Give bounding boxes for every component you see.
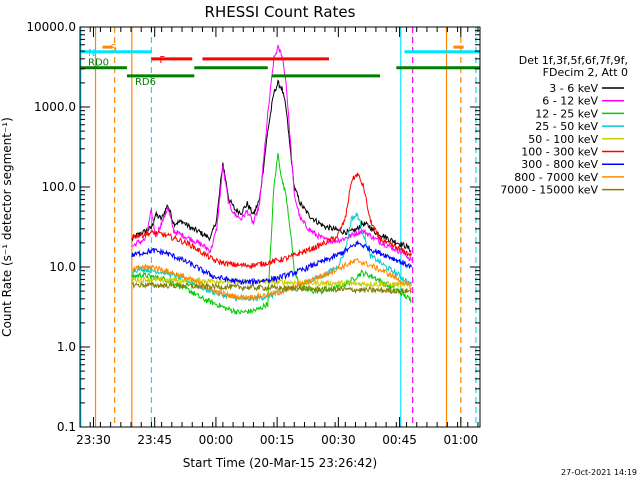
flag-bars: S N F RD0 RD6	[80, 43, 480, 88]
legend-entry-5: 100 - 300 keV	[521, 146, 598, 159]
legend-entry-1: 6 - 12 keV	[542, 95, 598, 108]
series-line-4	[131, 275, 412, 288]
y-tick-label-0: 0.1	[57, 420, 76, 434]
legend-header-1: FDecim 2, Att 0	[543, 66, 628, 79]
x-tick-label-3: 00:15	[260, 433, 295, 447]
flag-label-2: N	[88, 48, 95, 59]
legend-entry-4: 50 - 100 keV	[528, 133, 598, 146]
series-line-0	[131, 79, 412, 253]
y-tick-label-2: 10.0	[49, 260, 76, 274]
series-line-1	[131, 44, 412, 262]
legend-entry-2: 12 - 25 keV	[535, 107, 598, 120]
series-line-5	[131, 172, 412, 270]
legend-entry-6: 300 - 800 keV	[521, 158, 598, 171]
legend: Det 1f,3f,5f,6f,7f,9f,FDecim 2, Att 0 3 -…	[500, 54, 628, 197]
flag-label-5: RD6	[135, 77, 156, 88]
x-tick-label-5: 00:45	[382, 433, 417, 447]
legend-header-0: Det 1f,3f,5f,6f,7f,9f,	[519, 54, 628, 67]
flag-label-3: F	[159, 55, 165, 66]
x-tick-label-1: 23:45	[137, 433, 172, 447]
legend-entry-3: 25 - 50 keV	[535, 120, 598, 133]
data-series	[131, 44, 412, 315]
y-tick-label-1: 1.0	[57, 340, 76, 354]
y-tick-label-4: 1000.0	[34, 100, 76, 114]
series-line-8	[131, 280, 412, 295]
series-line-2	[131, 153, 412, 315]
timestamp: 27-Oct-2021 14:19	[561, 468, 637, 477]
y-tick-label-5: 10000.0	[26, 20, 76, 34]
x-tick-label-2: 00:00	[199, 433, 234, 447]
series-line-6	[131, 240, 412, 287]
y-tick-label-3: 100.0	[42, 180, 76, 194]
vertical-markers	[80, 27, 477, 427]
x-axis-label: Start Time (20-Mar-15 23:26:42)	[183, 456, 377, 470]
flag-label-4: RD0	[88, 58, 109, 69]
x-tick-label-6: 01:00	[444, 433, 479, 447]
chart-title: RHESSI Count Rates	[205, 3, 356, 21]
legend-entry-8: 7000 - 15000 keV	[500, 184, 598, 197]
axes: 0.1 1.0 10.0 100.0 1000.0 10000.0 23:30 23:45 00…	[26, 20, 480, 447]
x-tick-label-4: 00:30	[321, 433, 356, 447]
legend-entry-7: 800 - 7000 keV	[514, 171, 598, 184]
series-line-7	[131, 257, 412, 302]
y-axis-label: Count Rate (s⁻¹ detector segment⁻¹)	[0, 117, 14, 337]
plot-frame	[79, 26, 481, 428]
legend-entry-0: 3 - 6 keV	[549, 82, 598, 95]
x-tick-label-0: 23:30	[76, 433, 111, 447]
flag-label-0: S	[110, 43, 116, 54]
